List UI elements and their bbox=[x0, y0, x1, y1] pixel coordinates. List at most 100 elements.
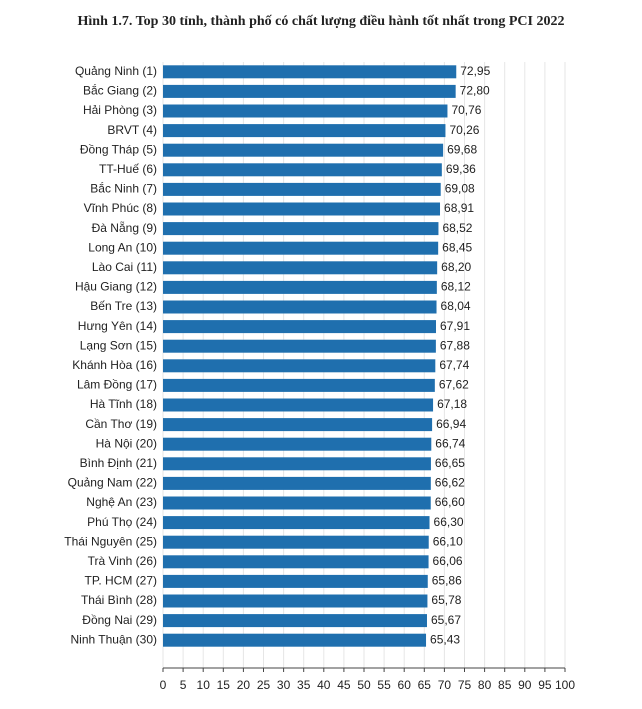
bar bbox=[163, 594, 428, 608]
bar bbox=[163, 614, 427, 628]
value-label: 66,74 bbox=[435, 436, 465, 450]
y-tick-label: Hậu Giang (12) bbox=[75, 280, 157, 294]
value-label: 66,10 bbox=[433, 534, 463, 548]
value-label: 68,91 bbox=[444, 201, 474, 215]
value-label: 68,04 bbox=[441, 299, 471, 313]
x-tick-label: 20 bbox=[237, 678, 251, 692]
value-label: 65,78 bbox=[431, 593, 461, 607]
value-label: 69,08 bbox=[445, 182, 475, 196]
value-label: 65,86 bbox=[432, 574, 462, 588]
x-tick-label: 60 bbox=[398, 678, 412, 692]
value-label: 67,62 bbox=[439, 378, 469, 392]
value-label: 70,76 bbox=[451, 103, 481, 117]
bar bbox=[163, 516, 430, 530]
chart-title: Hình 1.7. Top 30 tỉnh, thành phố có chất… bbox=[78, 14, 565, 29]
y-tick-label: Lâm Đồng (17) bbox=[77, 378, 157, 392]
bar bbox=[163, 633, 427, 647]
value-label: 69,68 bbox=[447, 142, 477, 156]
bar bbox=[163, 261, 438, 275]
bar bbox=[163, 222, 439, 236]
y-tick-label: Ninh Thuận (30) bbox=[71, 632, 158, 646]
x-tick-label: 25 bbox=[257, 678, 271, 692]
x-tick-label: 0 bbox=[160, 678, 167, 692]
bar bbox=[163, 457, 431, 471]
y-tick-label: Quảng Ninh (1) bbox=[75, 64, 157, 78]
x-tick-label: 100 bbox=[555, 678, 575, 692]
x-tick-label: 85 bbox=[498, 678, 512, 692]
y-tick-label: Long An (10) bbox=[88, 240, 157, 254]
x-tick-label: 75 bbox=[458, 678, 472, 692]
value-label: 67,88 bbox=[440, 338, 470, 352]
bar bbox=[163, 476, 431, 490]
value-label: 65,43 bbox=[430, 632, 460, 646]
y-tick-label: TP. HCM (27) bbox=[85, 574, 157, 588]
value-label: 66,65 bbox=[435, 456, 465, 470]
value-label: 67,18 bbox=[437, 397, 467, 411]
value-label: 68,20 bbox=[441, 260, 471, 274]
value-label: 67,91 bbox=[440, 319, 470, 333]
x-tick-label: 5 bbox=[180, 678, 187, 692]
y-tick-label: Thái Bình (28) bbox=[81, 593, 157, 607]
y-tick-label: TT-Huế (6) bbox=[99, 162, 157, 176]
bar bbox=[163, 437, 432, 451]
y-tick-label: Cần Thơ (19) bbox=[85, 417, 157, 431]
y-tick-label: Trà Vinh (26) bbox=[88, 554, 157, 568]
bar bbox=[163, 398, 434, 412]
y-tick-label: Lạng Sơn (15) bbox=[80, 338, 157, 352]
value-label: 68,52 bbox=[442, 221, 472, 235]
value-label: 66,30 bbox=[434, 515, 464, 529]
bar bbox=[163, 241, 439, 255]
y-tick-label: BRVT (4) bbox=[107, 123, 157, 137]
bar bbox=[163, 143, 444, 157]
x-tick-label: 65 bbox=[418, 678, 432, 692]
x-tick-label: 70 bbox=[438, 678, 452, 692]
x-tick-label: 80 bbox=[478, 678, 492, 692]
x-tick-label: 30 bbox=[277, 678, 291, 692]
x-tick-label: 40 bbox=[317, 678, 331, 692]
bar bbox=[163, 378, 435, 392]
y-tick-label: Bắc Giang (2) bbox=[83, 83, 157, 98]
x-tick-label: 55 bbox=[377, 678, 391, 692]
bar bbox=[163, 65, 457, 79]
bar bbox=[163, 163, 442, 177]
value-label: 68,12 bbox=[441, 280, 471, 294]
bar bbox=[163, 496, 431, 510]
y-tick-label: Lào Cai (11) bbox=[92, 260, 157, 274]
y-tick-label: Bình Định (21) bbox=[80, 456, 157, 470]
value-label: 69,36 bbox=[446, 162, 476, 176]
value-label: 70,26 bbox=[449, 123, 479, 137]
y-tick-label: Quảng Nam (22) bbox=[68, 476, 157, 490]
bar bbox=[163, 418, 433, 432]
y-tick-label: Hà Tĩnh (18) bbox=[90, 397, 157, 411]
y-tick-label: Hà Nội (20) bbox=[96, 436, 157, 450]
bar bbox=[163, 182, 441, 196]
y-tick-label: Hưng Yên (14) bbox=[78, 319, 157, 333]
y-tick-label: Vĩnh Phúc (8) bbox=[84, 201, 157, 215]
x-tick-label: 95 bbox=[538, 678, 552, 692]
value-label: 67,74 bbox=[439, 358, 469, 372]
y-tick-label: Phú Thọ (24) bbox=[87, 515, 157, 529]
bar bbox=[163, 300, 437, 314]
y-tick-label: Đồng Nai (29) bbox=[82, 613, 157, 627]
bar bbox=[163, 555, 429, 569]
y-tick-label: Khánh Hòa (16) bbox=[72, 358, 157, 372]
bar bbox=[163, 574, 428, 588]
value-label: 72,80 bbox=[460, 84, 490, 98]
bar bbox=[163, 202, 441, 216]
y-tick-label: Nghệ An (23) bbox=[86, 495, 157, 509]
bar bbox=[163, 280, 437, 294]
y-tick-label: Bến Tre (13) bbox=[90, 299, 157, 313]
value-label: 65,67 bbox=[431, 613, 461, 627]
x-tick-label: 10 bbox=[197, 678, 211, 692]
x-tick-label: 45 bbox=[337, 678, 351, 692]
y-tick-label: Bắc Ninh (7) bbox=[90, 181, 157, 196]
value-label: 66,94 bbox=[436, 417, 466, 431]
y-tick-label: Hải Phòng (3) bbox=[83, 103, 157, 117]
x-tick-label: 90 bbox=[518, 678, 532, 692]
y-tick-label: Thái Nguyên (25) bbox=[64, 534, 157, 548]
value-label: 66,60 bbox=[435, 495, 465, 509]
x-tick-label: 15 bbox=[217, 678, 231, 692]
bar bbox=[163, 535, 429, 549]
